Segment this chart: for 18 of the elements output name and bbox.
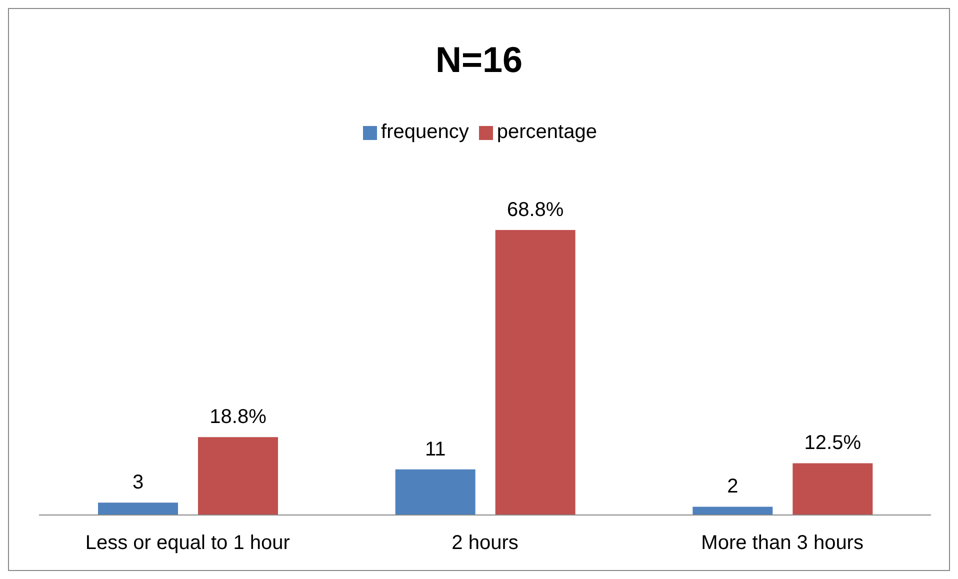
bar — [692, 506, 773, 515]
x-tick-label: Less or equal to 1 hour — [85, 532, 290, 554]
x-tick-label: 2 hours — [452, 532, 518, 554]
bar — [792, 463, 873, 515]
x-tick-label: More than 3 hours — [701, 532, 864, 554]
chart-title: N=16 — [434, 39, 524, 81]
bar — [98, 502, 178, 515]
bar — [198, 437, 278, 515]
bar — [395, 469, 476, 515]
data-label: 2 — [727, 476, 738, 498]
data-label: 68.8% — [506, 199, 564, 221]
data-label: 18.8% — [210, 406, 267, 428]
data-label: 11 — [424, 438, 446, 460]
legend-label: percentage — [496, 121, 597, 143]
data-label: 12.5% — [804, 432, 862, 454]
bar — [495, 230, 576, 515]
legend-label: frequency — [381, 121, 469, 143]
data-label: 3 — [132, 472, 144, 494]
